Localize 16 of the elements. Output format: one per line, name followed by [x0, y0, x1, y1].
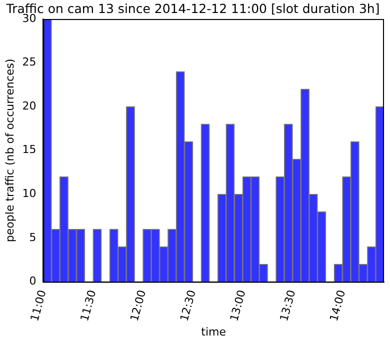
x-tick-label: 13:30	[277, 288, 298, 323]
x-tick-label: 13:00	[228, 288, 248, 323]
y-tick-label: 5	[29, 230, 36, 244]
x-tick-label: 14:00	[327, 288, 348, 323]
x-tick-label: 11:00	[28, 288, 49, 323]
x-tick-label: 11:30	[78, 288, 99, 323]
y-tick-label: 25	[22, 56, 36, 69]
x-tick-label: 12:30	[178, 288, 198, 323]
x-axis-title: time	[201, 325, 226, 338]
y-axis-title: people traffic (nb of occurrences)	[3, 58, 16, 242]
y-tick-label: 20	[22, 99, 36, 112]
y-tick-label: 30	[22, 12, 36, 25]
y-tick-label: 15	[22, 143, 36, 156]
x-tick-label: 12:00	[128, 288, 149, 323]
y-tick-label: 0	[29, 274, 36, 288]
y-tick-label: 10	[22, 187, 36, 200]
